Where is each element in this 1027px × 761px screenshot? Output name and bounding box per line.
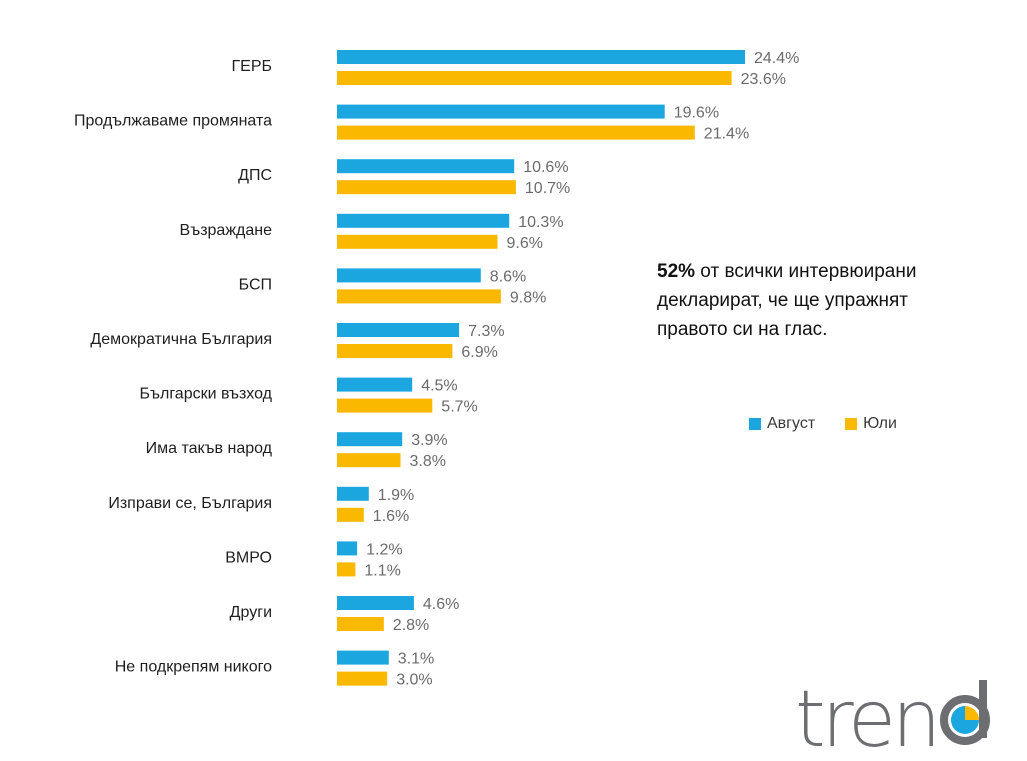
bar-august (337, 486, 369, 501)
value-label-july: 1.6% (373, 508, 409, 525)
value-label-july: 1.1% (364, 562, 400, 579)
category-label: Не подкрепям никого (115, 659, 272, 676)
value-label-august: 1.2% (366, 541, 402, 558)
bar-august (337, 541, 358, 556)
value-label-august: 10.3% (518, 214, 563, 231)
legend-swatch-august (749, 418, 761, 430)
value-label-august: 1.9% (378, 487, 414, 504)
bar-july (337, 617, 384, 631)
legend-item-july: Юли (845, 415, 897, 433)
value-label-august: 19.6% (674, 105, 719, 122)
trend-logo-text: tren (795, 680, 937, 752)
bar-july (337, 562, 356, 577)
category-label: БСП (239, 276, 272, 293)
value-label-july: 6.9% (461, 344, 497, 361)
category-label: Възраждане (180, 222, 273, 239)
category-label: Български възход (139, 386, 272, 403)
value-label-july: 2.8% (393, 617, 429, 634)
bar-july (337, 180, 516, 195)
trend-logo: tren (795, 680, 990, 752)
category-label: ДПС (238, 167, 272, 184)
bar-july (337, 125, 695, 140)
value-label-august: 8.6% (490, 268, 526, 285)
category-label: ВМРО (225, 549, 272, 566)
value-label-july: 9.8% (510, 289, 546, 306)
category-label: Други (230, 604, 272, 621)
bar-july (337, 234, 498, 249)
turnout-percent: 52% (657, 261, 696, 282)
value-label-july: 21.4% (704, 126, 749, 143)
bar-july (337, 507, 364, 522)
value-label-august: 7.3% (468, 323, 504, 340)
value-label-august: 4.5% (421, 378, 457, 395)
bar-july (337, 344, 453, 358)
category-label: Изправи се, България (108, 495, 272, 512)
bar-july (337, 289, 501, 304)
category-label: Продължаваме промяната (74, 113, 272, 130)
bar-august (337, 268, 481, 283)
value-label-august: 3.9% (411, 432, 447, 449)
bar-august (337, 213, 510, 228)
bar-august (337, 323, 460, 337)
turnout-text: от всички интервюирани декларират, че ще… (657, 261, 917, 340)
trend-logo-d-icon (940, 680, 990, 745)
turnout-note: 52% от всички интервюирани декларират, ч… (657, 257, 977, 344)
legend: Август Юли (749, 415, 897, 433)
bar-july (337, 398, 433, 413)
value-label-july: 23.6% (741, 71, 786, 88)
value-label-july: 10.7% (525, 180, 570, 197)
bar-august (337, 104, 665, 119)
value-label-august: 4.6% (423, 596, 459, 613)
category-label: ГЕРБ (231, 58, 272, 75)
category-label: Има такъв народ (146, 440, 273, 457)
bar-august (337, 432, 403, 447)
bar-august (337, 159, 515, 174)
value-label-august: 10.6% (523, 159, 568, 176)
value-label-july: 3.0% (396, 672, 432, 689)
legend-label-august: Август (767, 415, 816, 432)
value-label-july: 3.8% (410, 453, 446, 470)
bar-july (337, 671, 388, 686)
bar-august (337, 50, 745, 64)
bar-august (337, 596, 414, 610)
value-label-july: 9.6% (507, 235, 543, 252)
bar-august (337, 377, 413, 392)
value-label-july: 5.7% (441, 399, 477, 416)
category-label: Демократична България (90, 331, 272, 348)
legend-swatch-july (845, 418, 858, 430)
bar-august (337, 650, 389, 665)
value-label-august: 3.1% (398, 651, 434, 668)
bar-july (337, 453, 401, 468)
legend-item-august: Август (749, 415, 815, 433)
bar-july (337, 71, 732, 85)
value-label-august: 24.4% (754, 50, 799, 67)
legend-label-july: Юли (863, 415, 897, 432)
